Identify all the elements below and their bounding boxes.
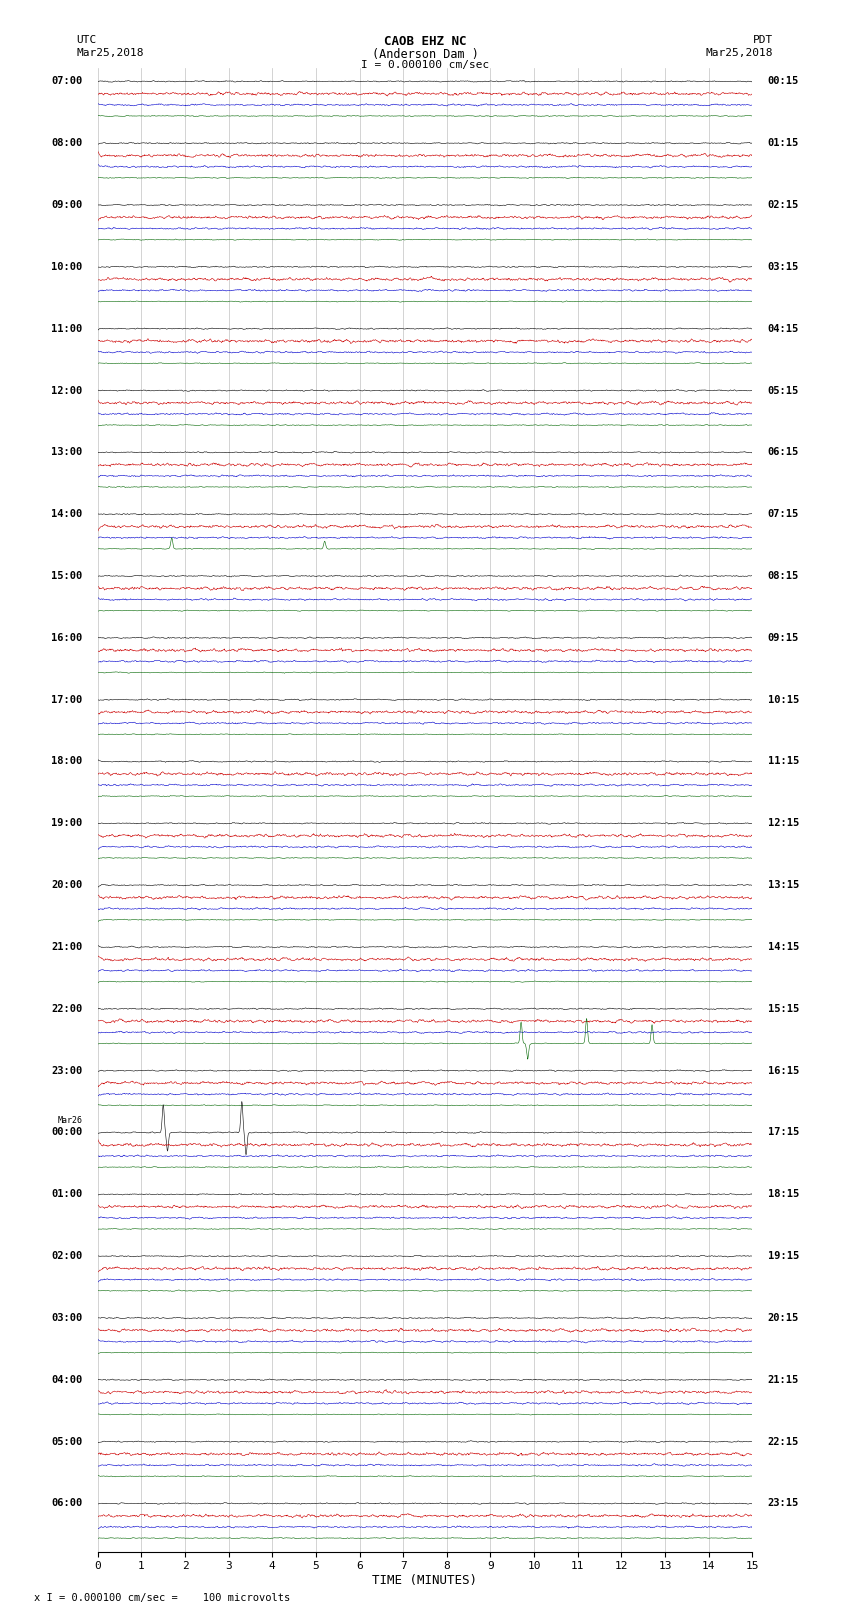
Text: 18:00: 18:00 <box>51 756 82 766</box>
Text: 23:00: 23:00 <box>51 1066 82 1076</box>
Text: 20:00: 20:00 <box>51 881 82 890</box>
Text: Mar25,2018: Mar25,2018 <box>706 48 774 58</box>
Text: 01:00: 01:00 <box>51 1189 82 1200</box>
Text: 20:15: 20:15 <box>768 1313 799 1323</box>
Text: 01:15: 01:15 <box>768 139 799 148</box>
Text: 07:15: 07:15 <box>768 510 799 519</box>
Text: 23:15: 23:15 <box>768 1498 799 1508</box>
Text: 16:15: 16:15 <box>768 1066 799 1076</box>
Text: 06:00: 06:00 <box>51 1498 82 1508</box>
Text: 12:15: 12:15 <box>768 818 799 829</box>
Text: 22:00: 22:00 <box>51 1003 82 1015</box>
Text: 14:15: 14:15 <box>768 942 799 952</box>
Text: 17:00: 17:00 <box>51 695 82 705</box>
Text: I = 0.000100 cm/sec: I = 0.000100 cm/sec <box>361 60 489 69</box>
Text: 18:15: 18:15 <box>768 1189 799 1200</box>
Text: 16:00: 16:00 <box>51 632 82 644</box>
Text: 03:15: 03:15 <box>768 261 799 273</box>
Text: 09:00: 09:00 <box>51 200 82 210</box>
Text: 02:15: 02:15 <box>768 200 799 210</box>
Text: 15:00: 15:00 <box>51 571 82 581</box>
Text: 05:00: 05:00 <box>51 1437 82 1447</box>
Text: 22:15: 22:15 <box>768 1437 799 1447</box>
Text: CAOB EHZ NC: CAOB EHZ NC <box>383 35 467 48</box>
Text: 11:15: 11:15 <box>768 756 799 766</box>
Text: 07:00: 07:00 <box>51 76 82 87</box>
Text: 11:00: 11:00 <box>51 324 82 334</box>
Text: 12:00: 12:00 <box>51 386 82 395</box>
Text: Mar25,2018: Mar25,2018 <box>76 48 144 58</box>
Text: 19:00: 19:00 <box>51 818 82 829</box>
Text: 03:00: 03:00 <box>51 1313 82 1323</box>
Text: 13:00: 13:00 <box>51 447 82 458</box>
X-axis label: TIME (MINUTES): TIME (MINUTES) <box>372 1574 478 1587</box>
Text: 04:00: 04:00 <box>51 1374 82 1386</box>
Text: 10:15: 10:15 <box>768 695 799 705</box>
Text: 06:15: 06:15 <box>768 447 799 458</box>
Text: 14:00: 14:00 <box>51 510 82 519</box>
Text: x I = 0.000100 cm/sec =    100 microvolts: x I = 0.000100 cm/sec = 100 microvolts <box>34 1594 290 1603</box>
Text: 02:00: 02:00 <box>51 1252 82 1261</box>
Text: 21:00: 21:00 <box>51 942 82 952</box>
Text: UTC: UTC <box>76 35 97 45</box>
Text: 04:15: 04:15 <box>768 324 799 334</box>
Text: 08:15: 08:15 <box>768 571 799 581</box>
Text: 05:15: 05:15 <box>768 386 799 395</box>
Text: 15:15: 15:15 <box>768 1003 799 1015</box>
Text: 13:15: 13:15 <box>768 881 799 890</box>
Text: Mar26: Mar26 <box>58 1116 82 1126</box>
Text: 08:00: 08:00 <box>51 139 82 148</box>
Text: 19:15: 19:15 <box>768 1252 799 1261</box>
Text: PDT: PDT <box>753 35 774 45</box>
Text: 00:15: 00:15 <box>768 76 799 87</box>
Text: 00:00: 00:00 <box>51 1127 82 1137</box>
Text: (Anderson Dam ): (Anderson Dam ) <box>371 48 479 61</box>
Text: 10:00: 10:00 <box>51 261 82 273</box>
Text: 09:15: 09:15 <box>768 632 799 644</box>
Text: 21:15: 21:15 <box>768 1374 799 1386</box>
Text: 17:15: 17:15 <box>768 1127 799 1137</box>
